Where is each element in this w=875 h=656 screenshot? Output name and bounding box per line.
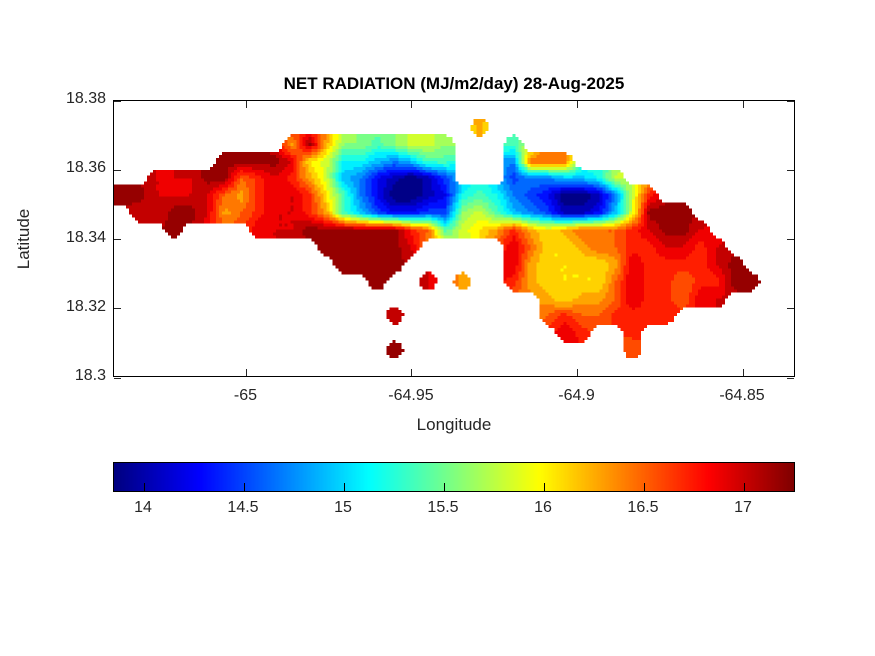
tick-mark	[742, 369, 744, 376]
y-tick-label: 18.3	[74, 367, 106, 384]
colorbar-tick-label: 15	[334, 499, 352, 516]
x-tick-label: -64.85	[719, 387, 765, 404]
y-tick-label: 18.38	[65, 90, 106, 107]
tick-mark	[114, 239, 121, 240]
tick-mark	[114, 308, 121, 310]
tick-mark	[114, 377, 121, 379]
tick-mark	[245, 369, 247, 376]
x-tick-label: -64.95	[388, 387, 434, 404]
contour-map-canvas	[114, 101, 794, 376]
tick-mark	[787, 169, 794, 171]
tick-mark	[787, 377, 794, 379]
colorbar-tick-mark	[543, 483, 545, 491]
tick-mark	[787, 308, 794, 310]
colorbar-tick-mark	[643, 483, 645, 491]
tick-mark	[576, 369, 578, 376]
tick-mark	[245, 101, 247, 108]
tick-mark	[114, 169, 121, 171]
tick-mark	[787, 100, 794, 102]
colorbar-tick-mark	[343, 483, 345, 491]
plot-title: NET RADIATION (MJ/m2/day) 28-Aug-2025	[283, 74, 625, 93]
y-tick-label: 18.32	[65, 297, 106, 315]
colorbar-tick-label: 16.5	[627, 499, 659, 516]
colorbar	[113, 462, 795, 492]
colorbar-gradient-canvas	[114, 463, 794, 491]
tick-mark	[114, 100, 121, 102]
colorbar-tick-mark	[443, 483, 445, 491]
colorbar-tick-mark	[743, 483, 745, 491]
tick-mark	[576, 101, 578, 108]
tick-mark	[411, 369, 413, 376]
colorbar-tick-label: 14.5	[227, 499, 259, 516]
plot-area	[113, 100, 795, 379]
x-tick-label: -65	[233, 387, 257, 404]
colorbar-tick-label: 14	[134, 499, 152, 516]
tick-mark	[787, 239, 794, 240]
x-tick-label: -64.9	[558, 387, 595, 404]
colorbar-tick-mark	[143, 483, 145, 491]
colorbar-tick-label: 15.5	[427, 499, 459, 516]
tick-mark	[411, 101, 413, 108]
tick-mark	[742, 101, 744, 108]
colorbar-tick-mark	[243, 483, 245, 491]
y-tick-label: 18.34	[65, 228, 106, 246]
x-axis-label: Longitude	[416, 415, 492, 434]
y-tick-label: 18.36	[65, 159, 106, 177]
colorbar-tick-label: 17	[734, 499, 752, 516]
y-axis-label: Latitude	[14, 208, 33, 270]
colorbar-tick-label: 16	[534, 499, 552, 516]
